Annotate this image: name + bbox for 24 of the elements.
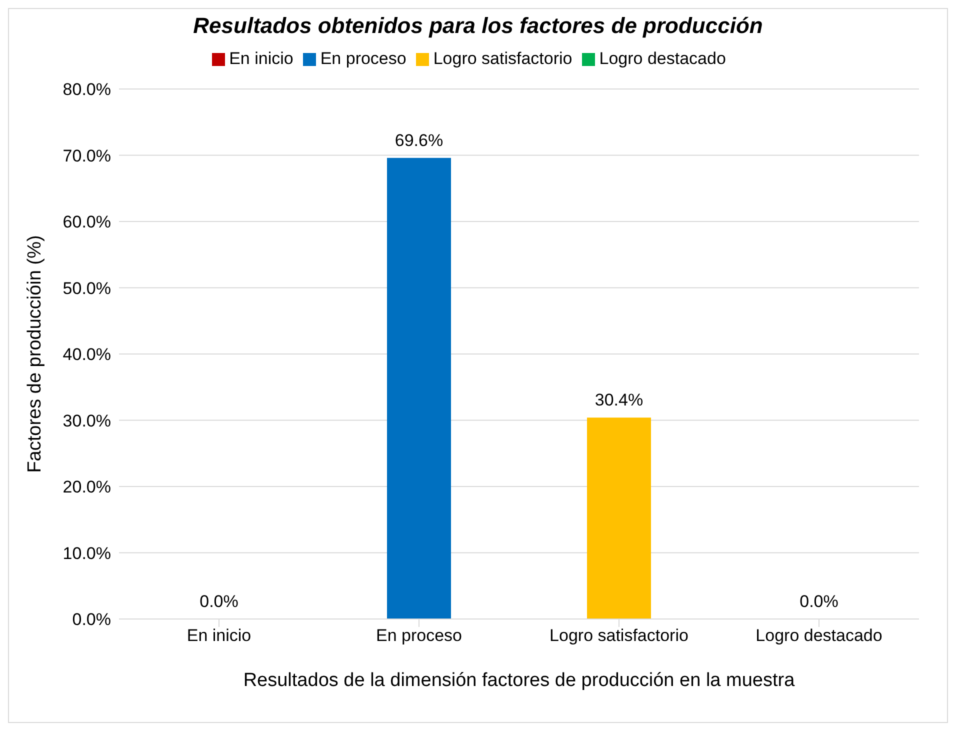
legend-label: Logro destacado bbox=[599, 49, 726, 68]
chart-title: Resultados obtenidos para los factores de producción bbox=[192, 13, 764, 39]
x-tick-label: Logro satisfactorio bbox=[550, 626, 688, 646]
data-label: 0.0% bbox=[800, 592, 838, 611]
y-tick-label: 80.0% bbox=[62, 80, 111, 100]
y-tick-label: 10.0% bbox=[62, 544, 111, 563]
legend-label: En proceso bbox=[320, 49, 406, 68]
legend-label: Logro satisfactorio bbox=[433, 49, 572, 68]
y-tick-label: 20.0% bbox=[62, 478, 111, 497]
x-axis-title: Resultados de la dimensión factores de producción en la muestra bbox=[243, 670, 796, 691]
y-tick-label: 30.0% bbox=[62, 411, 111, 430]
y-tick-label: 70.0% bbox=[62, 146, 111, 166]
data-label: 30.4% bbox=[594, 390, 644, 410]
y-tick-label: 40.0% bbox=[62, 345, 111, 364]
y-tick-label: 0.0% bbox=[72, 610, 111, 630]
x-tick-label: En proceso bbox=[376, 626, 462, 646]
y-tick-label: 50.0% bbox=[62, 278, 111, 298]
x-tick-label: En inicio bbox=[186, 626, 252, 646]
y-axis-title: Factores de produccióin (%) bbox=[24, 235, 46, 473]
y-tick-label: 60.0% bbox=[62, 212, 111, 232]
data-label: 69.6% bbox=[394, 130, 444, 150]
data-label: 0.0% bbox=[200, 592, 238, 611]
legend-label: En inicio bbox=[229, 49, 294, 68]
x-tick-label: Logro destacado bbox=[756, 626, 882, 646]
